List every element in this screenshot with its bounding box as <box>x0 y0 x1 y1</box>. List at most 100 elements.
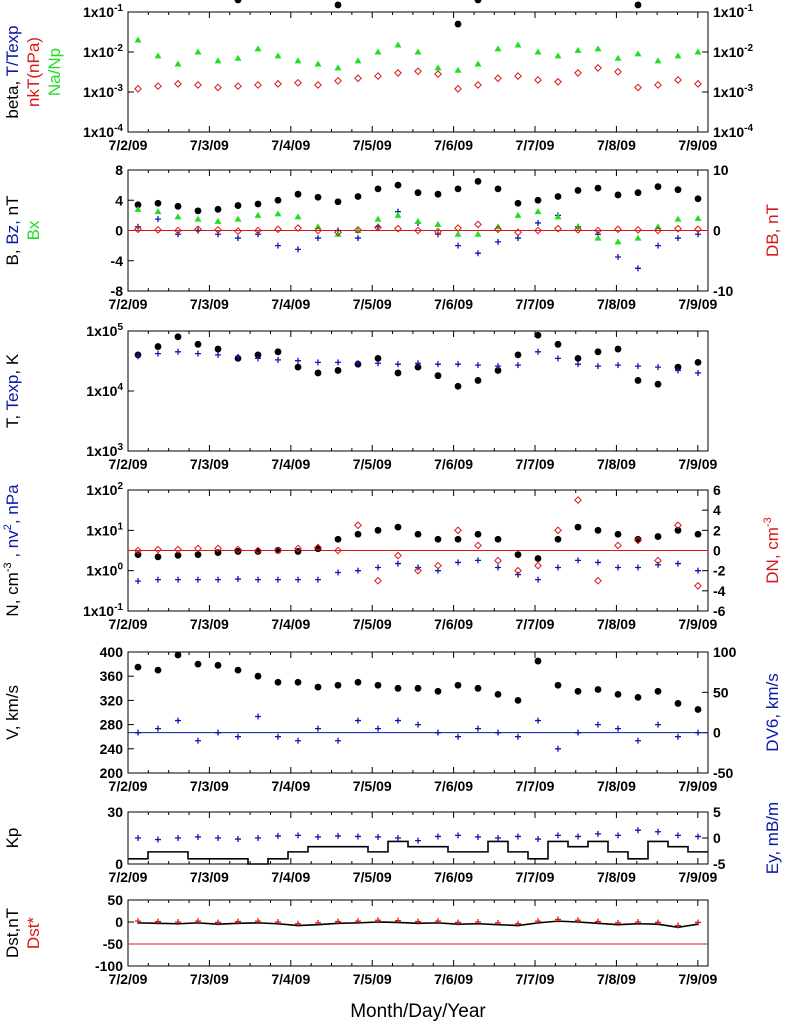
data-point <box>514 566 522 575</box>
y-axis-label-part: beta, <box>3 76 22 118</box>
y-axis-label: Kp <box>3 828 22 849</box>
data-point <box>474 541 482 550</box>
data-point <box>135 353 141 360</box>
data-point <box>274 348 282 356</box>
x-tick-label: 7/3/09 <box>190 869 229 885</box>
data-point <box>654 226 662 235</box>
y-axis-label-part: Texp <box>3 375 22 411</box>
y-tick-label-right: 4 <box>713 502 721 518</box>
data-point <box>694 48 702 55</box>
data-point <box>454 681 462 689</box>
data-point <box>294 224 302 232</box>
data-point <box>334 198 342 206</box>
data-point <box>355 235 361 242</box>
data-point <box>435 833 441 840</box>
data-point <box>314 81 322 89</box>
data-point <box>414 363 422 371</box>
data-point <box>554 681 562 689</box>
data-point <box>674 52 682 59</box>
data-point <box>654 556 662 565</box>
data-point <box>354 521 362 530</box>
data-point <box>635 363 641 370</box>
data-point <box>194 81 202 89</box>
data-point <box>614 54 622 61</box>
data-point <box>255 835 261 841</box>
data-point <box>555 564 561 571</box>
x-tick-label: 7/8/09 <box>597 296 636 312</box>
data-point <box>134 546 142 555</box>
data-point <box>255 355 261 362</box>
x-tick-label: 7/5/09 <box>353 296 392 312</box>
data-point <box>674 224 682 233</box>
data-point <box>534 48 542 55</box>
data-point <box>334 1 342 9</box>
y-tick-label: 1x10-2 <box>83 43 123 60</box>
data-point <box>555 355 561 362</box>
data-point <box>495 564 501 571</box>
data-point <box>394 224 402 233</box>
data-point <box>355 717 361 724</box>
data-point <box>334 230 342 237</box>
data-point <box>535 219 541 226</box>
data-point <box>154 545 162 554</box>
data-point <box>195 737 201 744</box>
data-point <box>314 543 322 552</box>
x-tick-label: 7/9/09 <box>678 296 717 312</box>
y-axis-label-part: nT <box>3 196 22 216</box>
data-point <box>395 917 401 924</box>
y-axis-label-right: Ey, mB/m <box>763 802 782 874</box>
data-point <box>394 211 402 218</box>
data-point <box>154 82 162 91</box>
data-point <box>355 567 361 574</box>
data-point <box>695 567 701 574</box>
data-point <box>455 559 461 566</box>
data-point <box>495 238 501 245</box>
data-point <box>254 81 262 89</box>
data-point <box>554 535 562 543</box>
y-axis-label: Dst,nT <box>3 908 22 958</box>
data-point <box>674 526 682 534</box>
data-point <box>295 737 301 744</box>
y-tick-label: 1x100 <box>86 562 123 579</box>
x-tick-label: 7/3/09 <box>190 456 229 472</box>
data-point <box>215 835 221 841</box>
data-point <box>694 581 702 590</box>
data-point <box>214 57 222 64</box>
data-point <box>534 76 542 84</box>
data-point <box>475 725 481 732</box>
data-point <box>394 523 402 531</box>
data-point <box>434 561 442 570</box>
data-point <box>594 686 602 693</box>
data-point <box>214 345 222 353</box>
y-tick-label-right: -5 <box>713 856 726 872</box>
y-axis-label-part: N, cm <box>3 572 22 616</box>
data-point <box>615 564 621 571</box>
x-tick-label: 7/9/09 <box>678 778 717 794</box>
data-point <box>454 20 462 28</box>
data-point <box>594 64 602 72</box>
y-axis-label-part: , nv <box>3 530 22 563</box>
data-point <box>534 555 542 562</box>
data-point <box>554 213 562 220</box>
data-point <box>394 69 402 77</box>
series-texp <box>135 348 701 376</box>
data-point <box>674 700 682 707</box>
data-point <box>215 729 221 736</box>
data-point <box>134 205 142 212</box>
data-point <box>335 832 341 839</box>
data-point <box>455 919 461 926</box>
data-point <box>354 678 362 686</box>
y-tick-label: 1x102 <box>86 481 123 498</box>
data-point <box>354 530 362 538</box>
data-point <box>435 361 441 368</box>
data-point <box>494 74 502 83</box>
data-point <box>675 733 681 740</box>
data-point <box>315 725 321 732</box>
data-point <box>234 82 242 91</box>
data-point <box>314 369 322 377</box>
data-point <box>374 576 382 585</box>
y-tick-label: 0 <box>115 223 123 239</box>
data-point <box>314 60 322 67</box>
data-point <box>435 918 441 925</box>
data-point <box>634 225 642 234</box>
